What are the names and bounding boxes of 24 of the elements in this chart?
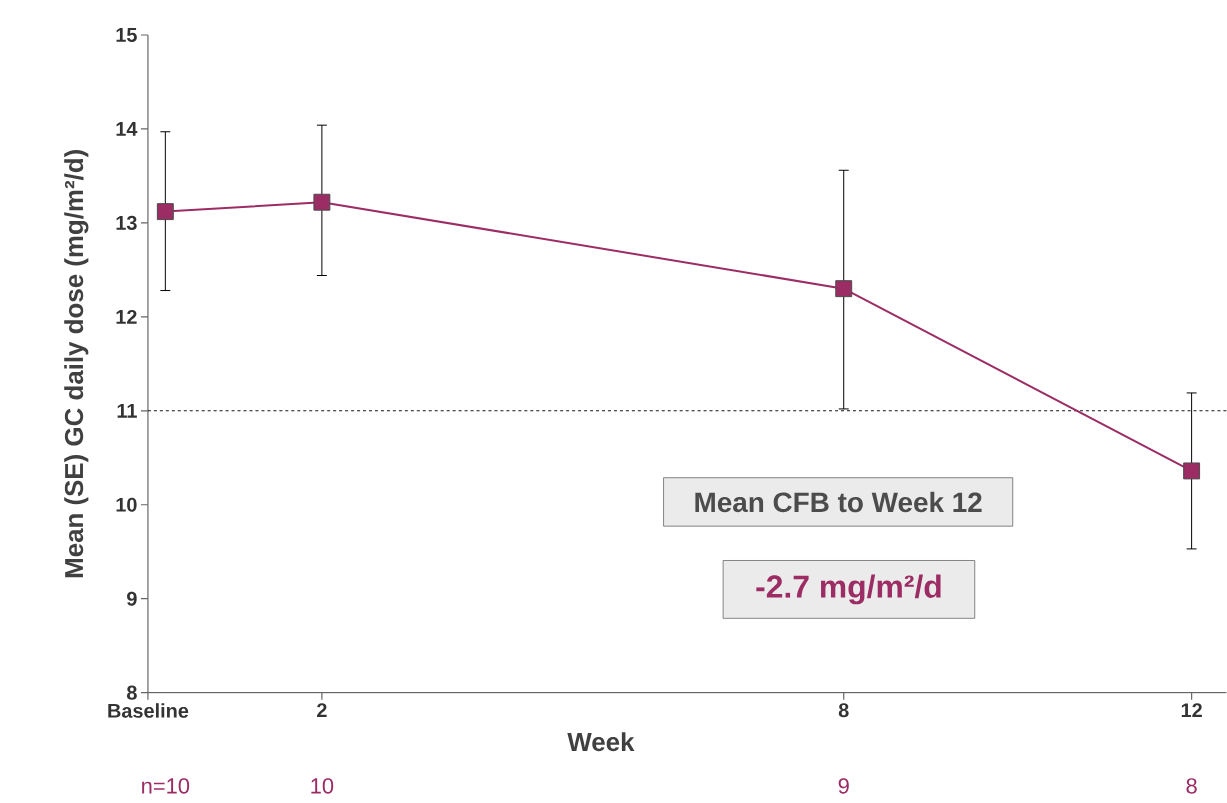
annotation: -2.7 mg/m²/d — [756, 574, 941, 605]
y-tick-label: 15 — [116, 28, 137, 43]
x-tick-label: Baseline — [108, 703, 189, 718]
x-tick-label: 8 — [838, 703, 849, 718]
x-axis-title: Week — [567, 732, 635, 752]
text: 10 — [311, 778, 334, 794]
text: n=10 — [142, 778, 190, 794]
y-tick-label: 14 — [116, 122, 138, 136]
point — [1183, 462, 1201, 480]
y-tick-label: 13 — [116, 216, 137, 231]
y-axis-title: Mean (SE) GC daily dose (mg/m²/d) — [64, 150, 89, 578]
text: 9 — [838, 778, 849, 794]
x-tick-label: 12 — [1181, 703, 1202, 718]
y-tick-label: 11 — [117, 404, 137, 418]
y-tick-label: 9 — [127, 591, 137, 606]
point — [835, 280, 853, 298]
text: 8 — [1186, 778, 1197, 794]
y-tick-label: 10 — [116, 497, 137, 512]
annotation: Mean CFB to Week 12 — [695, 491, 982, 513]
y-tick-label: 8 — [126, 685, 137, 700]
x-tick-label: 2 — [317, 703, 327, 718]
point — [313, 193, 331, 211]
y-tick-label: 12 — [116, 310, 137, 324]
point — [156, 203, 174, 221]
